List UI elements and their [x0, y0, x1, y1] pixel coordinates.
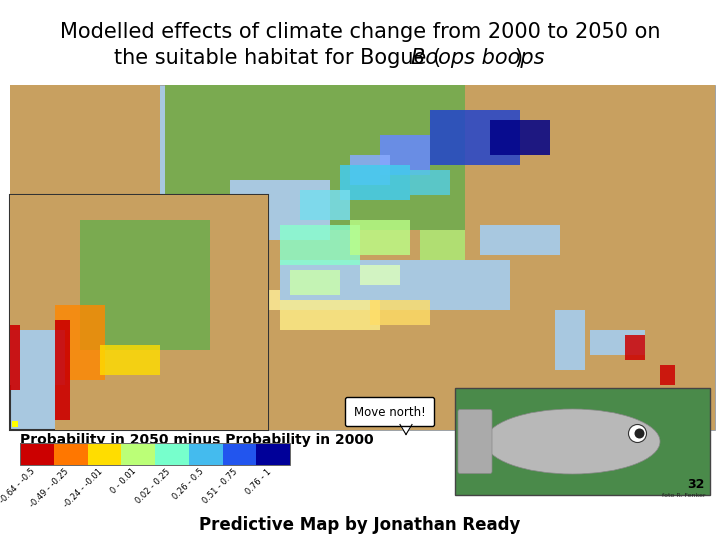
- Bar: [490, 120, 550, 155]
- FancyBboxPatch shape: [346, 397, 434, 427]
- Text: -0.64 - -0.5: -0.64 - -0.5: [0, 467, 37, 506]
- Bar: [165, 85, 465, 230]
- Bar: [54, 443, 88, 465]
- Text: ): ): [515, 48, 523, 68]
- Bar: [240, 290, 280, 310]
- Bar: [55, 320, 70, 420]
- Bar: [300, 190, 350, 220]
- Bar: [360, 265, 400, 285]
- Text: 0.02 - 0.25: 0.02 - 0.25: [134, 467, 172, 505]
- Bar: [55, 305, 105, 380]
- Text: Move north!: Move north!: [354, 406, 426, 419]
- Bar: [189, 443, 222, 465]
- Ellipse shape: [485, 409, 660, 474]
- Bar: [10, 195, 55, 330]
- Bar: [380, 135, 430, 175]
- Bar: [350, 155, 390, 185]
- Bar: [88, 443, 121, 465]
- Bar: [100, 345, 160, 375]
- Circle shape: [634, 429, 644, 438]
- Bar: [20, 443, 290, 465]
- Text: 32: 32: [688, 478, 705, 491]
- Text: 0.76 - 1: 0.76 - 1: [244, 467, 273, 496]
- Bar: [410, 170, 450, 195]
- Bar: [55, 195, 268, 430]
- Bar: [230, 180, 330, 240]
- Bar: [280, 260, 510, 310]
- Bar: [10, 330, 65, 385]
- Bar: [10, 325, 20, 390]
- Bar: [280, 300, 380, 330]
- Text: foto R. Fenker: foto R. Fenker: [662, 493, 706, 498]
- Text: 0.26 - 0.5: 0.26 - 0.5: [171, 467, 206, 502]
- Bar: [480, 225, 560, 255]
- Bar: [555, 310, 585, 370]
- Bar: [20, 443, 54, 465]
- Circle shape: [629, 424, 647, 442]
- Text: 0.51 - 0.75: 0.51 - 0.75: [201, 467, 239, 505]
- Bar: [455, 388, 710, 495]
- Bar: [10, 85, 160, 430]
- Bar: [256, 443, 290, 465]
- Text: Modelled effects of climate change from 2000 to 2050 on: Modelled effects of climate change from …: [60, 22, 660, 42]
- Bar: [625, 335, 645, 360]
- Bar: [590, 330, 645, 355]
- Bar: [121, 443, 155, 465]
- Bar: [430, 110, 520, 165]
- Bar: [80, 220, 210, 350]
- Text: -0.24 - -0.01: -0.24 - -0.01: [62, 467, 104, 509]
- Bar: [12, 421, 18, 427]
- Text: -0.49 - -0.25: -0.49 - -0.25: [28, 467, 71, 509]
- Polygon shape: [400, 424, 412, 435]
- Bar: [350, 220, 410, 255]
- Bar: [290, 270, 340, 295]
- Bar: [660, 365, 675, 385]
- Text: Predictive Map by Jonathan Ready: Predictive Map by Jonathan Ready: [199, 516, 521, 534]
- Bar: [10, 195, 268, 430]
- Bar: [155, 443, 189, 465]
- Text: the suitable habitat for Bogue (: the suitable habitat for Bogue (: [114, 48, 441, 68]
- FancyBboxPatch shape: [458, 409, 492, 474]
- Bar: [370, 300, 430, 325]
- Bar: [300, 120, 430, 200]
- Bar: [160, 260, 185, 330]
- Bar: [165, 85, 715, 430]
- Bar: [420, 230, 465, 260]
- Bar: [10, 85, 715, 430]
- Text: Boops boops: Boops boops: [411, 48, 544, 68]
- Text: 0 - 0.01: 0 - 0.01: [109, 467, 138, 496]
- Bar: [280, 225, 360, 265]
- Bar: [380, 130, 460, 190]
- Bar: [340, 165, 410, 200]
- Bar: [162, 370, 182, 400]
- Bar: [222, 443, 256, 465]
- Text: Probability in 2050 minus Probability in 2000: Probability in 2050 minus Probability in…: [20, 433, 374, 447]
